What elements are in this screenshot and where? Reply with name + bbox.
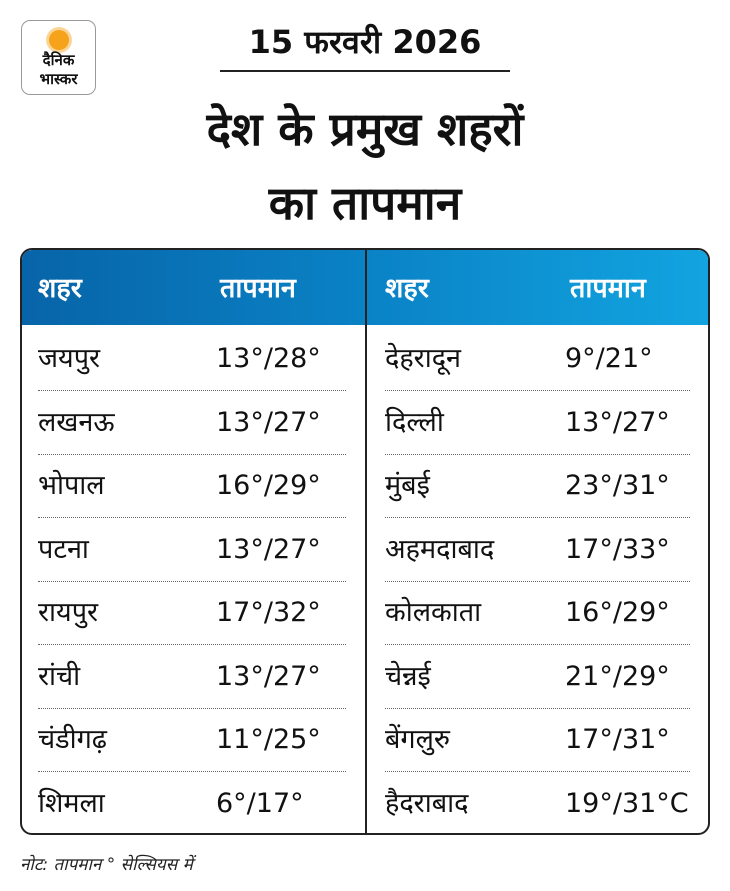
sun-icon xyxy=(49,30,69,50)
column-divider xyxy=(365,250,367,833)
table-row: कोलकाता 16°/29° xyxy=(385,581,690,645)
city-name: बेंगलुरु xyxy=(385,724,451,755)
date-heading: 15 फरवरी 2026 xyxy=(248,23,482,61)
table-row: शिमला 6°/17° xyxy=(38,772,346,834)
city-name: जयपुर xyxy=(38,343,101,374)
table-row: रांची 13°/27° xyxy=(38,645,346,709)
temperature-value: 23°/31° xyxy=(565,470,670,501)
header-city-left: शहर xyxy=(38,273,82,304)
city-name: लखनऊ xyxy=(38,406,115,438)
header-city-right: शहर xyxy=(385,273,429,304)
page-title: देश के प्रमुख शहरों का तापमान xyxy=(0,92,730,240)
table-row: दिल्ली 13°/27° xyxy=(385,391,690,455)
temperature-value: 13°/28° xyxy=(216,343,321,374)
city-name: कोलकाता xyxy=(385,597,482,628)
city-name: पटना xyxy=(38,533,89,565)
city-name: रांची xyxy=(38,660,81,692)
temperature-value: 21°/29° xyxy=(565,660,670,692)
temperature-value: 9°/21° xyxy=(565,343,653,374)
city-name: चेन्नई xyxy=(385,660,431,692)
temperature-value: 13°/27° xyxy=(216,533,321,565)
temperature-value: 13°/27° xyxy=(565,406,670,438)
city-name: हैदराबाद xyxy=(385,787,469,819)
city-name: रायपुर xyxy=(38,597,99,628)
table-row: अहमदाबाद 17°/33° xyxy=(385,518,690,582)
temperature-value: 16°/29° xyxy=(216,470,321,501)
table-row: हैदराबाद 19°/31°C xyxy=(385,772,690,834)
city-name: शिमला xyxy=(38,787,105,819)
city-name: भोपाल xyxy=(38,470,105,501)
city-name: अहमदाबाद xyxy=(385,533,495,565)
header-temp-left: तापमान xyxy=(220,273,296,304)
table-row: जयपुर 13°/28° xyxy=(38,327,346,391)
temperature-value: 16°/29° xyxy=(565,597,670,628)
table-row: रायपुर 17°/32° xyxy=(38,581,346,645)
temperature-value: 17°/31° xyxy=(565,724,670,755)
logo-text-line1: दैनिक xyxy=(42,51,75,69)
city-name: दिल्ली xyxy=(385,406,444,438)
dainik-bhaskar-logo: दैनिक भास्कर xyxy=(21,20,96,95)
city-name: मुंबई xyxy=(385,470,430,501)
table-row: भोपाल 16°/29° xyxy=(38,454,346,518)
temperature-value: 13°/27° xyxy=(216,660,321,692)
temperature-table: शहर तापमान शहर तापमान जयपुर 13°/28° लखनऊ 13… xyxy=(20,248,710,835)
temperature-value: 6°/17° xyxy=(216,787,304,819)
title-line-2: का तापमान xyxy=(268,176,462,230)
table-row: चंडीगढ़ 11°/25° xyxy=(38,708,346,772)
date-underline xyxy=(220,70,510,72)
table-row: बेंगलुरु 17°/31° xyxy=(385,708,690,772)
table-row: पटना 13°/27° xyxy=(38,518,346,582)
table-row: चेन्नई 21°/29° xyxy=(385,645,690,709)
temperature-value: 11°/25° xyxy=(216,724,321,755)
header-temp-right: तापमान xyxy=(570,273,646,304)
temperature-value: 17°/33° xyxy=(565,533,670,565)
table-row: लखनऊ 13°/27° xyxy=(38,391,346,455)
table-row: देहरादून 9°/21° xyxy=(385,327,690,391)
footnote: नोट: तापमान ° सेल्सियस में xyxy=(20,855,193,875)
table-row: मुंबई 23°/31° xyxy=(385,454,690,518)
temperature-value: 19°/31°C xyxy=(565,787,689,819)
temperature-value: 17°/32° xyxy=(216,597,321,628)
title-line-1: देश के प्रमुख शहरों xyxy=(206,102,524,156)
logo-text-line2: भास्कर xyxy=(39,70,78,88)
temperature-value: 13°/27° xyxy=(216,406,321,438)
city-name: देहरादून xyxy=(385,343,462,374)
city-name: चंडीगढ़ xyxy=(38,724,107,755)
